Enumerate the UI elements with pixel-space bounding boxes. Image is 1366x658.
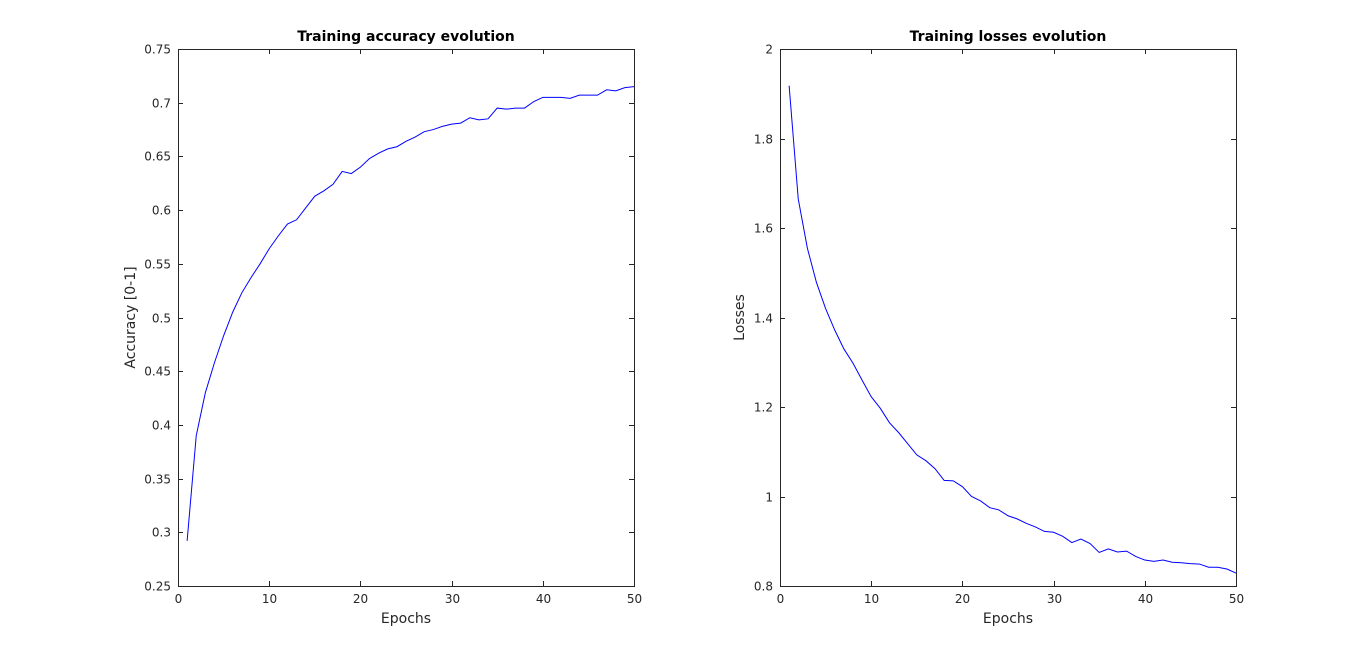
y-tick-label: 0.55 [144, 258, 171, 272]
y-tick-label: 0.5 [152, 312, 171, 326]
y-tick-label: 0.65 [144, 150, 171, 164]
y-tick-label: 0.75 [144, 43, 171, 57]
y-tick-label: 1 [765, 491, 773, 505]
x-tick-label: 50 [627, 592, 642, 606]
y-tick-label: 0.35 [144, 473, 171, 487]
x-tick-label: 20 [353, 592, 368, 606]
plot-frame [780, 49, 1237, 587]
x-tick-label: 30 [445, 592, 460, 606]
y-tick-label: 1.4 [754, 312, 773, 326]
x-axis-label: Epochs [983, 611, 1033, 627]
accuracy-chart: 0 10 20 30 40 50 0.25 0.3 0.35 0.4 0.45 0.5 0.55 0.6 0… [123, 29, 642, 627]
x-tick-label: 50 [1229, 592, 1244, 606]
y-tick-label: 0.25 [144, 580, 171, 594]
y-tick-label: 0.8 [754, 580, 773, 594]
y-tick-label: 0.7 [152, 97, 171, 111]
y-tick-label: 1.2 [754, 401, 773, 415]
x-axis-label: Epochs [381, 611, 431, 627]
chart-title: Training losses evolution [910, 29, 1107, 45]
y-tick-label: 0.6 [152, 204, 171, 218]
chart-title: Training accuracy evolution [297, 29, 515, 45]
x-tick-label: 10 [262, 592, 277, 606]
y-tick-label: 1.6 [754, 222, 773, 236]
x-tick-label: 10 [864, 592, 879, 606]
losses-chart: 0 10 20 30 40 50 0.8 1 1.2 1.4 1.6 1.8 2 Training los… [732, 29, 1244, 627]
x-tick-label: 30 [1047, 592, 1062, 606]
plot-frame [178, 49, 635, 587]
x-tick-label: 40 [536, 592, 551, 606]
y-tick-label: 0.4 [152, 419, 171, 433]
x-tick-label: 0 [175, 592, 183, 606]
x-tick-label: 20 [955, 592, 970, 606]
series-line [788, 85, 1237, 574]
y-axis-label: Accuracy [0-1] [123, 266, 139, 368]
x-tick-label: 0 [777, 592, 785, 606]
y-tick-label: 0.3 [152, 526, 171, 540]
series-line [186, 86, 635, 541]
y-axis-label: Losses [732, 294, 748, 341]
y-tick-label: 0.45 [144, 365, 171, 379]
x-tick-label: 40 [1138, 592, 1153, 606]
y-tick-label: 1.8 [754, 133, 773, 147]
y-tick-label: 2 [765, 43, 773, 57]
